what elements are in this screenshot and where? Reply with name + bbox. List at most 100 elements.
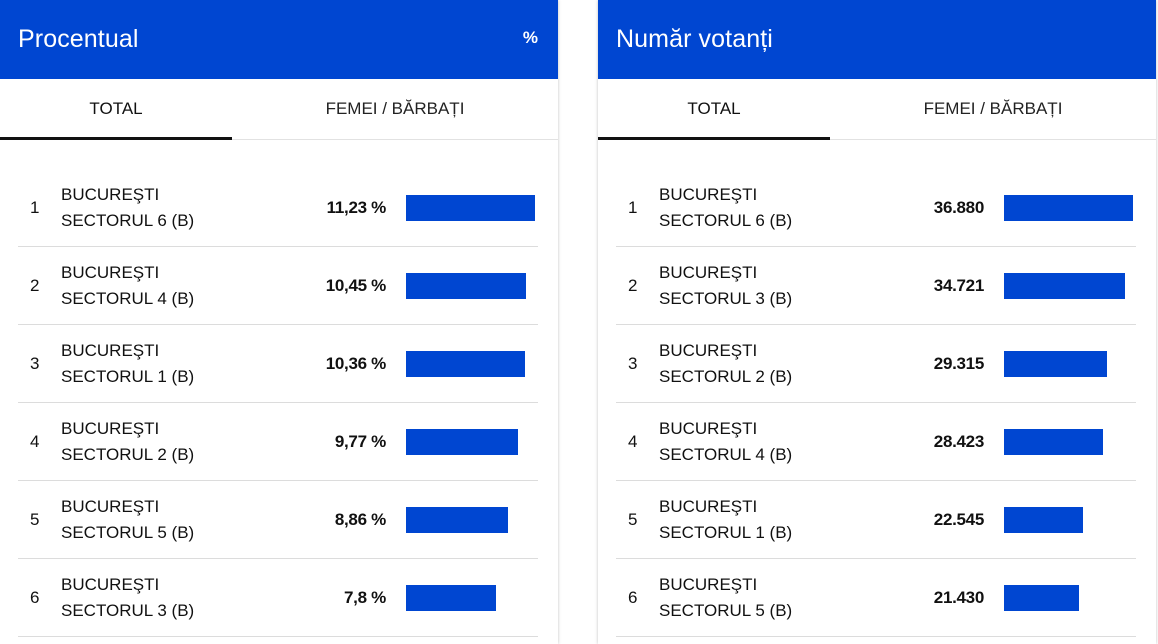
county-name: BUCUREŞTI SECTORUL 2 (B) (659, 338, 879, 390)
value: 22.545 (933, 509, 985, 529)
name-line1: BUCUREŞTI (61, 184, 160, 204)
unit-label: % (522, 27, 538, 47)
panel-title: Număr votanți (616, 25, 773, 53)
panel-header: Număr votanți (598, 0, 1156, 79)
tab-total[interactable]: TOTAL (0, 79, 232, 140)
list-item: 5 BUCUREŞTI SECTORUL 5 (B) 8,86 % (18, 481, 538, 559)
name-line1: BUCUREŞTI (61, 262, 160, 282)
name-line1: BUCUREŞTI (659, 418, 758, 438)
county-name: BUCUREŞTI SECTORUL 3 (B) (61, 572, 281, 624)
list-item: 6 BUCUREŞTI SECTORUL 3 (B) 7,8 % (18, 559, 538, 637)
name-line1: BUCUREŞTI (659, 340, 758, 360)
list-item: 6 BUCUREŞTI SECTORUL 5 (B) 21.430 (616, 559, 1136, 637)
bar-track (1004, 350, 1133, 377)
list-item: 5 BUCUREŞTI SECTORUL 1 (B) 22.545 (616, 481, 1136, 559)
value: 21.430 (933, 587, 985, 607)
tab-femei-barbati[interactable]: FEMEI / BĂRBAȚI (325, 99, 465, 118)
bar (406, 194, 535, 221)
name-line2: SECTORUL 6 (B) (61, 210, 195, 230)
name-line2: SECTORUL 4 (B) (61, 288, 195, 308)
list-item: 2 BUCUREŞTI SECTORUL 3 (B) 34.721 (616, 247, 1136, 325)
county-name: BUCUREŞTI SECTORUL 6 (B) (659, 182, 879, 234)
ranking-list: 1 BUCUREŞTI SECTORUL 6 (B) 36.880 2 BUCUR… (598, 169, 1156, 637)
county-name: BUCUREŞTI SECTORUL 5 (B) (659, 572, 879, 624)
bar (1004, 350, 1107, 377)
rank-number: 6 (628, 587, 638, 607)
rank-number: 2 (628, 275, 638, 295)
county-name: BUCUREŞTI SECTORUL 1 (B) (659, 494, 879, 546)
rank-number: 1 (628, 197, 638, 217)
name-line1: BUCUREŞTI (61, 418, 160, 438)
name-line1: BUCUREŞTI (61, 574, 160, 594)
value: 7,8 % (344, 587, 386, 607)
rank-number: 3 (628, 353, 638, 373)
name-line1: BUCUREŞTI (61, 496, 160, 516)
bar-track (406, 584, 535, 611)
name-line2: SECTORUL 4 (B) (659, 444, 793, 464)
tab-total[interactable]: TOTAL (598, 79, 830, 140)
name-line2: SECTORUL 5 (B) (659, 600, 793, 620)
bar-track (406, 272, 535, 299)
county-name: BUCUREŞTI SECTORUL 4 (B) (61, 260, 281, 312)
value: 29.315 (933, 353, 985, 373)
value: 10,36 % (325, 353, 387, 373)
bar (1004, 272, 1125, 299)
list-item: 1 BUCUREŞTI SECTORUL 6 (B) 11,23 % (18, 169, 538, 247)
list-item: 2 BUCUREŞTI SECTORUL 4 (B) 10,45 % (18, 247, 538, 325)
value: 34.721 (933, 275, 985, 295)
name-line1: BUCUREŞTI (659, 574, 758, 594)
bar (406, 272, 526, 299)
name-line2: SECTORUL 6 (B) (659, 210, 793, 230)
bar (1004, 194, 1133, 221)
list-item: 1 BUCUREŞTI SECTORUL 6 (B) 36.880 (616, 169, 1136, 247)
name-line1: BUCUREŞTI (659, 184, 758, 204)
bar-track (1004, 428, 1133, 455)
name-line2: SECTORUL 1 (B) (61, 366, 195, 386)
bar-track (1004, 194, 1133, 221)
county-name: BUCUREŞTI SECTORUL 5 (B) (61, 494, 281, 546)
panel-procentual: Procentual % TOTAL FEMEI / BĂRBAȚI 1 BUC… (0, 0, 558, 644)
name-line1: BUCUREŞTI (659, 496, 758, 516)
panel-header: Procentual % (0, 0, 558, 79)
name-line2: SECTORUL 5 (B) (61, 522, 195, 542)
name-line2: SECTORUL 2 (B) (659, 366, 793, 386)
list-item: 3 BUCUREŞTI SECTORUL 1 (B) 10,36 % (18, 325, 538, 403)
bar (406, 350, 525, 377)
county-name: BUCUREŞTI SECTORUL 4 (B) (659, 416, 879, 468)
list-item: 3 BUCUREŞTI SECTORUL 2 (B) 29.315 (616, 325, 1136, 403)
bar-track (406, 428, 535, 455)
tab-bar: TOTAL FEMEI / BĂRBAȚI (598, 79, 1156, 140)
county-name: BUCUREŞTI SECTORUL 2 (B) (61, 416, 281, 468)
name-line2: SECTORUL 3 (B) (659, 288, 793, 308)
bar-track (1004, 584, 1133, 611)
ranking-list: 1 BUCUREŞTI SECTORUL 6 (B) 11,23 % 2 BUCU… (0, 169, 558, 637)
rank-number: 5 (30, 509, 40, 529)
value: 8,86 % (334, 509, 386, 529)
name-line1: BUCUREŞTI (61, 340, 160, 360)
bar-track (406, 194, 535, 221)
list-item: 4 BUCUREŞTI SECTORUL 4 (B) 28.423 (616, 403, 1136, 481)
value: 28.423 (933, 431, 985, 451)
value: 11,23 % (326, 197, 387, 217)
county-name: BUCUREŞTI SECTORUL 1 (B) (61, 338, 281, 390)
rank-number: 5 (628, 509, 638, 529)
panel-numar-votanti: Număr votanți TOTAL FEMEI / BĂRBAȚI 1 BU… (598, 0, 1156, 644)
county-name: BUCUREŞTI SECTORUL 6 (B) (61, 182, 281, 234)
bar (406, 584, 496, 611)
bar-track (1004, 506, 1133, 533)
panel-title: Procentual (18, 25, 139, 53)
value: 9,77 % (334, 431, 386, 451)
bar-track (406, 506, 535, 533)
name-line1: BUCUREŞTI (659, 262, 758, 282)
value: 10,45 % (325, 275, 387, 295)
tab-femei-barbati[interactable]: FEMEI / BĂRBAȚI (923, 99, 1063, 118)
rank-number: 6 (30, 587, 40, 607)
name-line2: SECTORUL 2 (B) (61, 444, 195, 464)
rank-number: 1 (30, 197, 40, 217)
name-line2: SECTORUL 3 (B) (61, 600, 195, 620)
county-name: BUCUREŞTI SECTORUL 3 (B) (659, 260, 879, 312)
value: 36.880 (933, 197, 985, 217)
bar (406, 506, 508, 533)
rank-number: 2 (30, 275, 40, 295)
bar-track (1004, 272, 1133, 299)
